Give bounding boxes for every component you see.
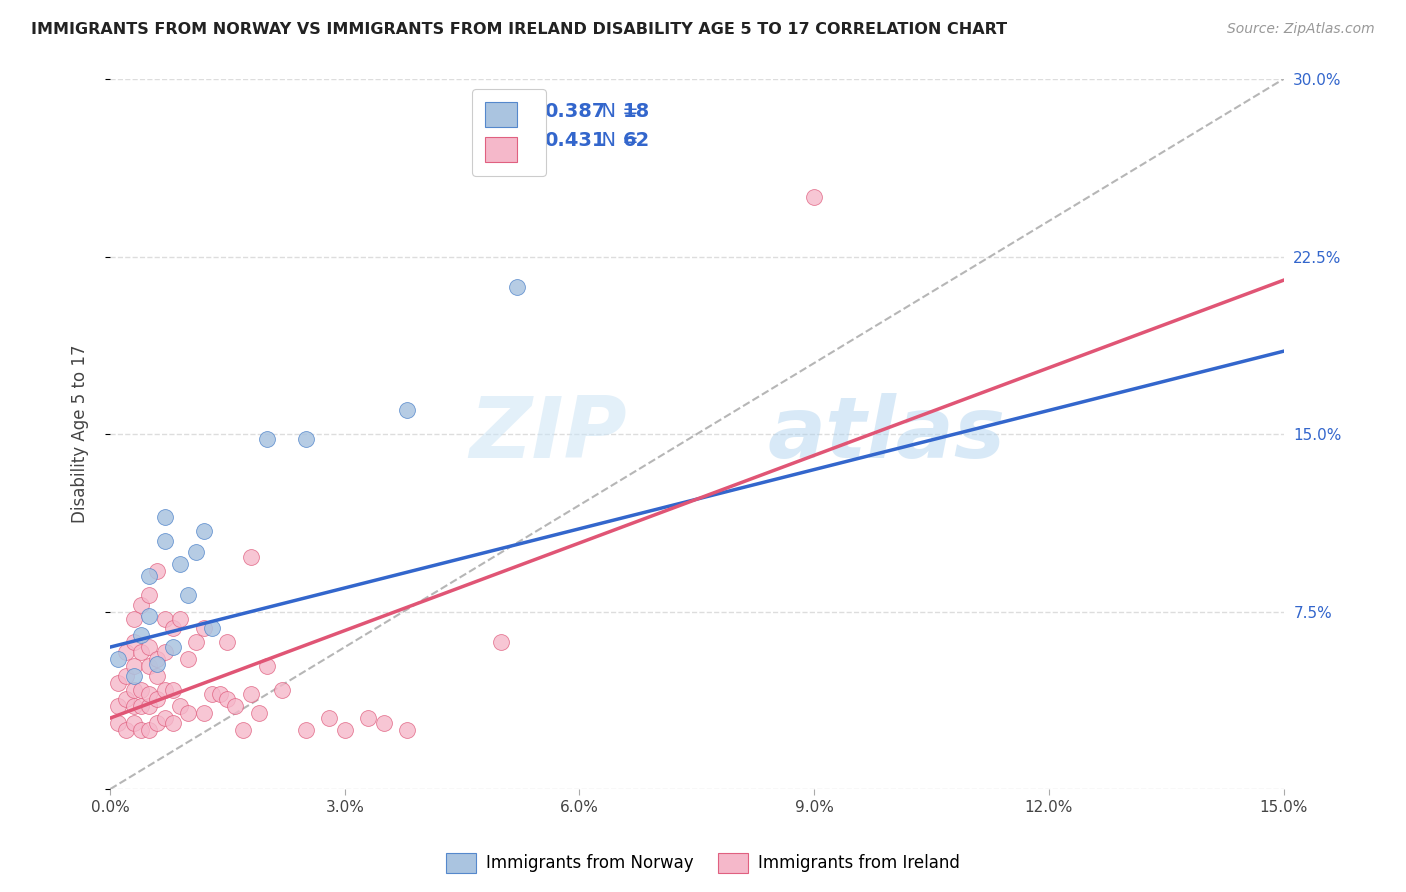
Text: Source: ZipAtlas.com: Source: ZipAtlas.com: [1227, 22, 1375, 37]
Point: [184, 635, 207, 649]
Point: [217, 692, 239, 706]
Point: [146, 668, 169, 682]
Point: [131, 682, 153, 697]
Point: [217, 635, 239, 649]
Point: [131, 598, 153, 612]
Point: [208, 688, 231, 702]
Point: [122, 612, 145, 626]
Point: [162, 715, 184, 730]
Point: [239, 688, 262, 702]
Point: [333, 723, 356, 737]
Legend: , : ,: [472, 88, 546, 176]
Point: [177, 652, 200, 666]
Point: [247, 706, 270, 721]
Point: [107, 675, 129, 690]
Text: 0.387: 0.387: [544, 103, 606, 121]
Text: 62: 62: [623, 131, 650, 150]
Point: [146, 657, 169, 671]
Point: [131, 723, 153, 737]
Point: [138, 699, 160, 714]
Point: [373, 715, 395, 730]
Point: [146, 652, 169, 666]
Point: [122, 659, 145, 673]
Point: [162, 621, 184, 635]
Point: [138, 609, 160, 624]
Point: [162, 640, 184, 654]
Point: [153, 682, 176, 697]
Point: [153, 510, 176, 524]
Point: [162, 682, 184, 697]
Point: [122, 668, 145, 682]
Point: [153, 533, 176, 548]
Point: [239, 550, 262, 565]
Point: [177, 588, 200, 602]
Point: [506, 280, 529, 294]
Text: N =: N =: [589, 103, 645, 121]
Point: [271, 682, 294, 697]
Point: [122, 699, 145, 714]
Point: [138, 588, 160, 602]
Point: [201, 621, 224, 635]
Point: [107, 715, 129, 730]
Point: [193, 524, 215, 538]
Point: [169, 558, 191, 572]
Text: ZIP: ZIP: [468, 392, 627, 475]
Point: [193, 621, 215, 635]
Point: [138, 640, 160, 654]
Point: [169, 699, 191, 714]
Point: [122, 635, 145, 649]
Point: [153, 612, 176, 626]
Point: [138, 688, 160, 702]
Text: 0.431: 0.431: [544, 131, 606, 150]
Point: [107, 652, 129, 666]
Point: [169, 612, 191, 626]
Point: [122, 682, 145, 697]
Point: [153, 645, 176, 659]
Point: [146, 692, 169, 706]
Text: IMMIGRANTS FROM NORWAY VS IMMIGRANTS FROM IRELAND DISABILITY AGE 5 TO 17 CORRELA: IMMIGRANTS FROM NORWAY VS IMMIGRANTS FRO…: [31, 22, 1007, 37]
Point: [122, 715, 145, 730]
Point: [114, 668, 136, 682]
Point: [294, 723, 316, 737]
Point: [184, 545, 207, 559]
Point: [357, 711, 380, 725]
Point: [201, 688, 224, 702]
Point: [114, 692, 136, 706]
Legend: Immigrants from Norway, Immigrants from Ireland: Immigrants from Norway, Immigrants from …: [439, 847, 967, 880]
Text: R =: R =: [513, 103, 555, 121]
Point: [138, 723, 160, 737]
Point: [396, 723, 419, 737]
Point: [256, 432, 278, 446]
Point: [396, 403, 419, 417]
Point: [232, 723, 254, 737]
Point: [107, 699, 129, 714]
Text: 18: 18: [623, 103, 650, 121]
Point: [131, 628, 153, 642]
Point: [146, 565, 169, 579]
Text: atlas: atlas: [768, 392, 1005, 475]
Point: [193, 706, 215, 721]
Point: [114, 645, 136, 659]
Point: [489, 635, 512, 649]
Point: [294, 432, 316, 446]
Point: [138, 569, 160, 583]
Point: [114, 723, 136, 737]
Point: [138, 659, 160, 673]
Y-axis label: Disability Age 5 to 17: Disability Age 5 to 17: [72, 345, 89, 524]
Point: [131, 699, 153, 714]
Point: [131, 645, 153, 659]
Point: [803, 190, 825, 204]
Point: [146, 715, 169, 730]
Point: [318, 711, 340, 725]
Point: [177, 706, 200, 721]
Point: [256, 659, 278, 673]
Point: [153, 711, 176, 725]
Text: N =: N =: [589, 131, 645, 150]
Point: [224, 699, 246, 714]
Text: R =: R =: [513, 131, 555, 150]
